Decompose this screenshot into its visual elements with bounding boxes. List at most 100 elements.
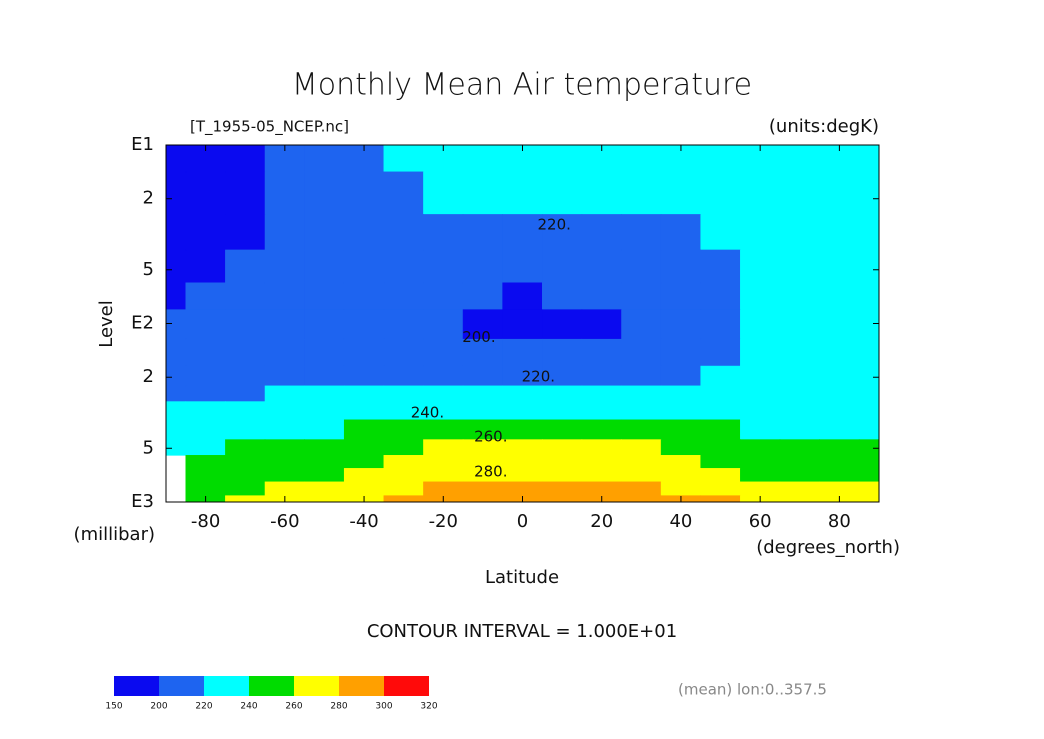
- contour-cell: [779, 282, 820, 310]
- contour-cell: [621, 249, 662, 284]
- colorbar-segment: [249, 676, 294, 696]
- contour-cell: [264, 385, 305, 402]
- contour-cell: [165, 214, 187, 251]
- contour-cell: [700, 481, 741, 497]
- contour-interval: CONTOUR INTERVAL = 1.000E+01: [367, 621, 677, 642]
- contour-cell: [700, 455, 741, 469]
- x-tick-label: 80: [828, 511, 851, 532]
- contour-cell: [264, 419, 305, 440]
- contour-cell: [225, 214, 266, 251]
- contour-cell: [304, 338, 345, 367]
- contour-cell: [581, 455, 622, 469]
- contour-cell: [581, 338, 622, 367]
- contour-cell: [343, 282, 385, 310]
- contour-cell: [225, 455, 266, 469]
- y-tick-label: E2: [131, 313, 154, 334]
- y-unit: (millibar): [74, 524, 155, 545]
- contour-label: 220.: [522, 368, 555, 386]
- contour-cell: [581, 309, 622, 340]
- contour-label: 240.: [411, 403, 444, 421]
- contour-cell: [542, 439, 583, 456]
- contour-cell: [542, 495, 583, 503]
- contour-cell: [502, 282, 543, 310]
- contour-cell: [779, 249, 820, 284]
- contour-cell: [423, 214, 464, 251]
- contour-cell: [225, 468, 266, 483]
- contour-cell: [819, 282, 860, 310]
- contour-cell: [383, 455, 424, 469]
- contour-cell: [819, 419, 860, 440]
- contour-cell: [383, 282, 424, 310]
- contour-cell: [819, 365, 860, 387]
- contour-cell: [383, 309, 424, 340]
- contour-cell: [225, 439, 266, 456]
- x-tick-label: -80: [191, 511, 220, 532]
- contour-cell: [383, 419, 424, 440]
- contour-cell: [343, 365, 385, 387]
- contour-cell: [264, 481, 305, 497]
- contour-cell: [581, 171, 622, 215]
- contour-cell: [502, 338, 543, 367]
- colorbar-label: 200: [150, 702, 167, 712]
- contour-cell: [383, 439, 424, 456]
- contour-cell: [700, 214, 741, 251]
- contour-cell: [343, 455, 385, 469]
- contour-cell: [343, 171, 385, 215]
- contour-cell: [700, 401, 741, 421]
- contour-cell: [819, 468, 860, 483]
- contour-cell: [225, 419, 266, 440]
- contour-cell: [621, 439, 662, 456]
- contour-cell: [304, 249, 345, 284]
- contour-cell: [779, 385, 820, 402]
- contour-cell: [383, 385, 424, 402]
- units: (units:degK): [769, 116, 879, 137]
- contour-cell: [581, 249, 622, 284]
- contour-label: 280.: [474, 462, 507, 480]
- contour-cell: [185, 468, 226, 483]
- contour-cell: [700, 495, 741, 503]
- x-tick-label: 20: [590, 511, 613, 532]
- contour-cell: [660, 401, 702, 421]
- contour-cell: [542, 144, 583, 173]
- contour-cell: [185, 282, 226, 310]
- contour-cell: [660, 468, 702, 483]
- contour-cell: [165, 282, 187, 310]
- contour-cell: [383, 468, 424, 483]
- x-tick-label: -60: [270, 511, 299, 532]
- contour-cell: [581, 419, 622, 440]
- contour-cell: [462, 214, 503, 251]
- contour-cell: [502, 439, 543, 456]
- contour-cell: [581, 481, 622, 497]
- contour-cell: [383, 171, 424, 215]
- contour-cell: [858, 468, 880, 483]
- colorbar-label: 220: [195, 702, 212, 712]
- contour-cell: [740, 338, 781, 367]
- contour-cell: [264, 401, 305, 421]
- contour-cell: [423, 282, 464, 310]
- contour-cell: [462, 495, 503, 503]
- contour-cell: [542, 455, 583, 469]
- contour-cell: [660, 455, 702, 469]
- contour-cell: [423, 309, 464, 340]
- contour-cell: [225, 282, 266, 310]
- contour-cell: [462, 338, 503, 367]
- contour-cell: [423, 455, 464, 469]
- contour-cell: [660, 214, 702, 251]
- contour-cell: [621, 282, 662, 310]
- contour-cell: [779, 419, 820, 440]
- contour-cell: [264, 171, 305, 215]
- contour-cell: [304, 481, 345, 497]
- contour-cell: [264, 309, 305, 340]
- contour-cell: [383, 249, 424, 284]
- contour-cell: [779, 468, 820, 483]
- contour-cell: [740, 468, 781, 483]
- contour-cell: [423, 419, 464, 440]
- contour-cell: [304, 468, 345, 483]
- contour-cell: [343, 468, 385, 483]
- colorbar-label: 150: [105, 702, 122, 712]
- contour-cell: [819, 439, 860, 456]
- contour-cell: [225, 338, 266, 367]
- x-tick-label: 60: [749, 511, 772, 532]
- contour-cell: [740, 439, 781, 456]
- contour-cell: [343, 214, 385, 251]
